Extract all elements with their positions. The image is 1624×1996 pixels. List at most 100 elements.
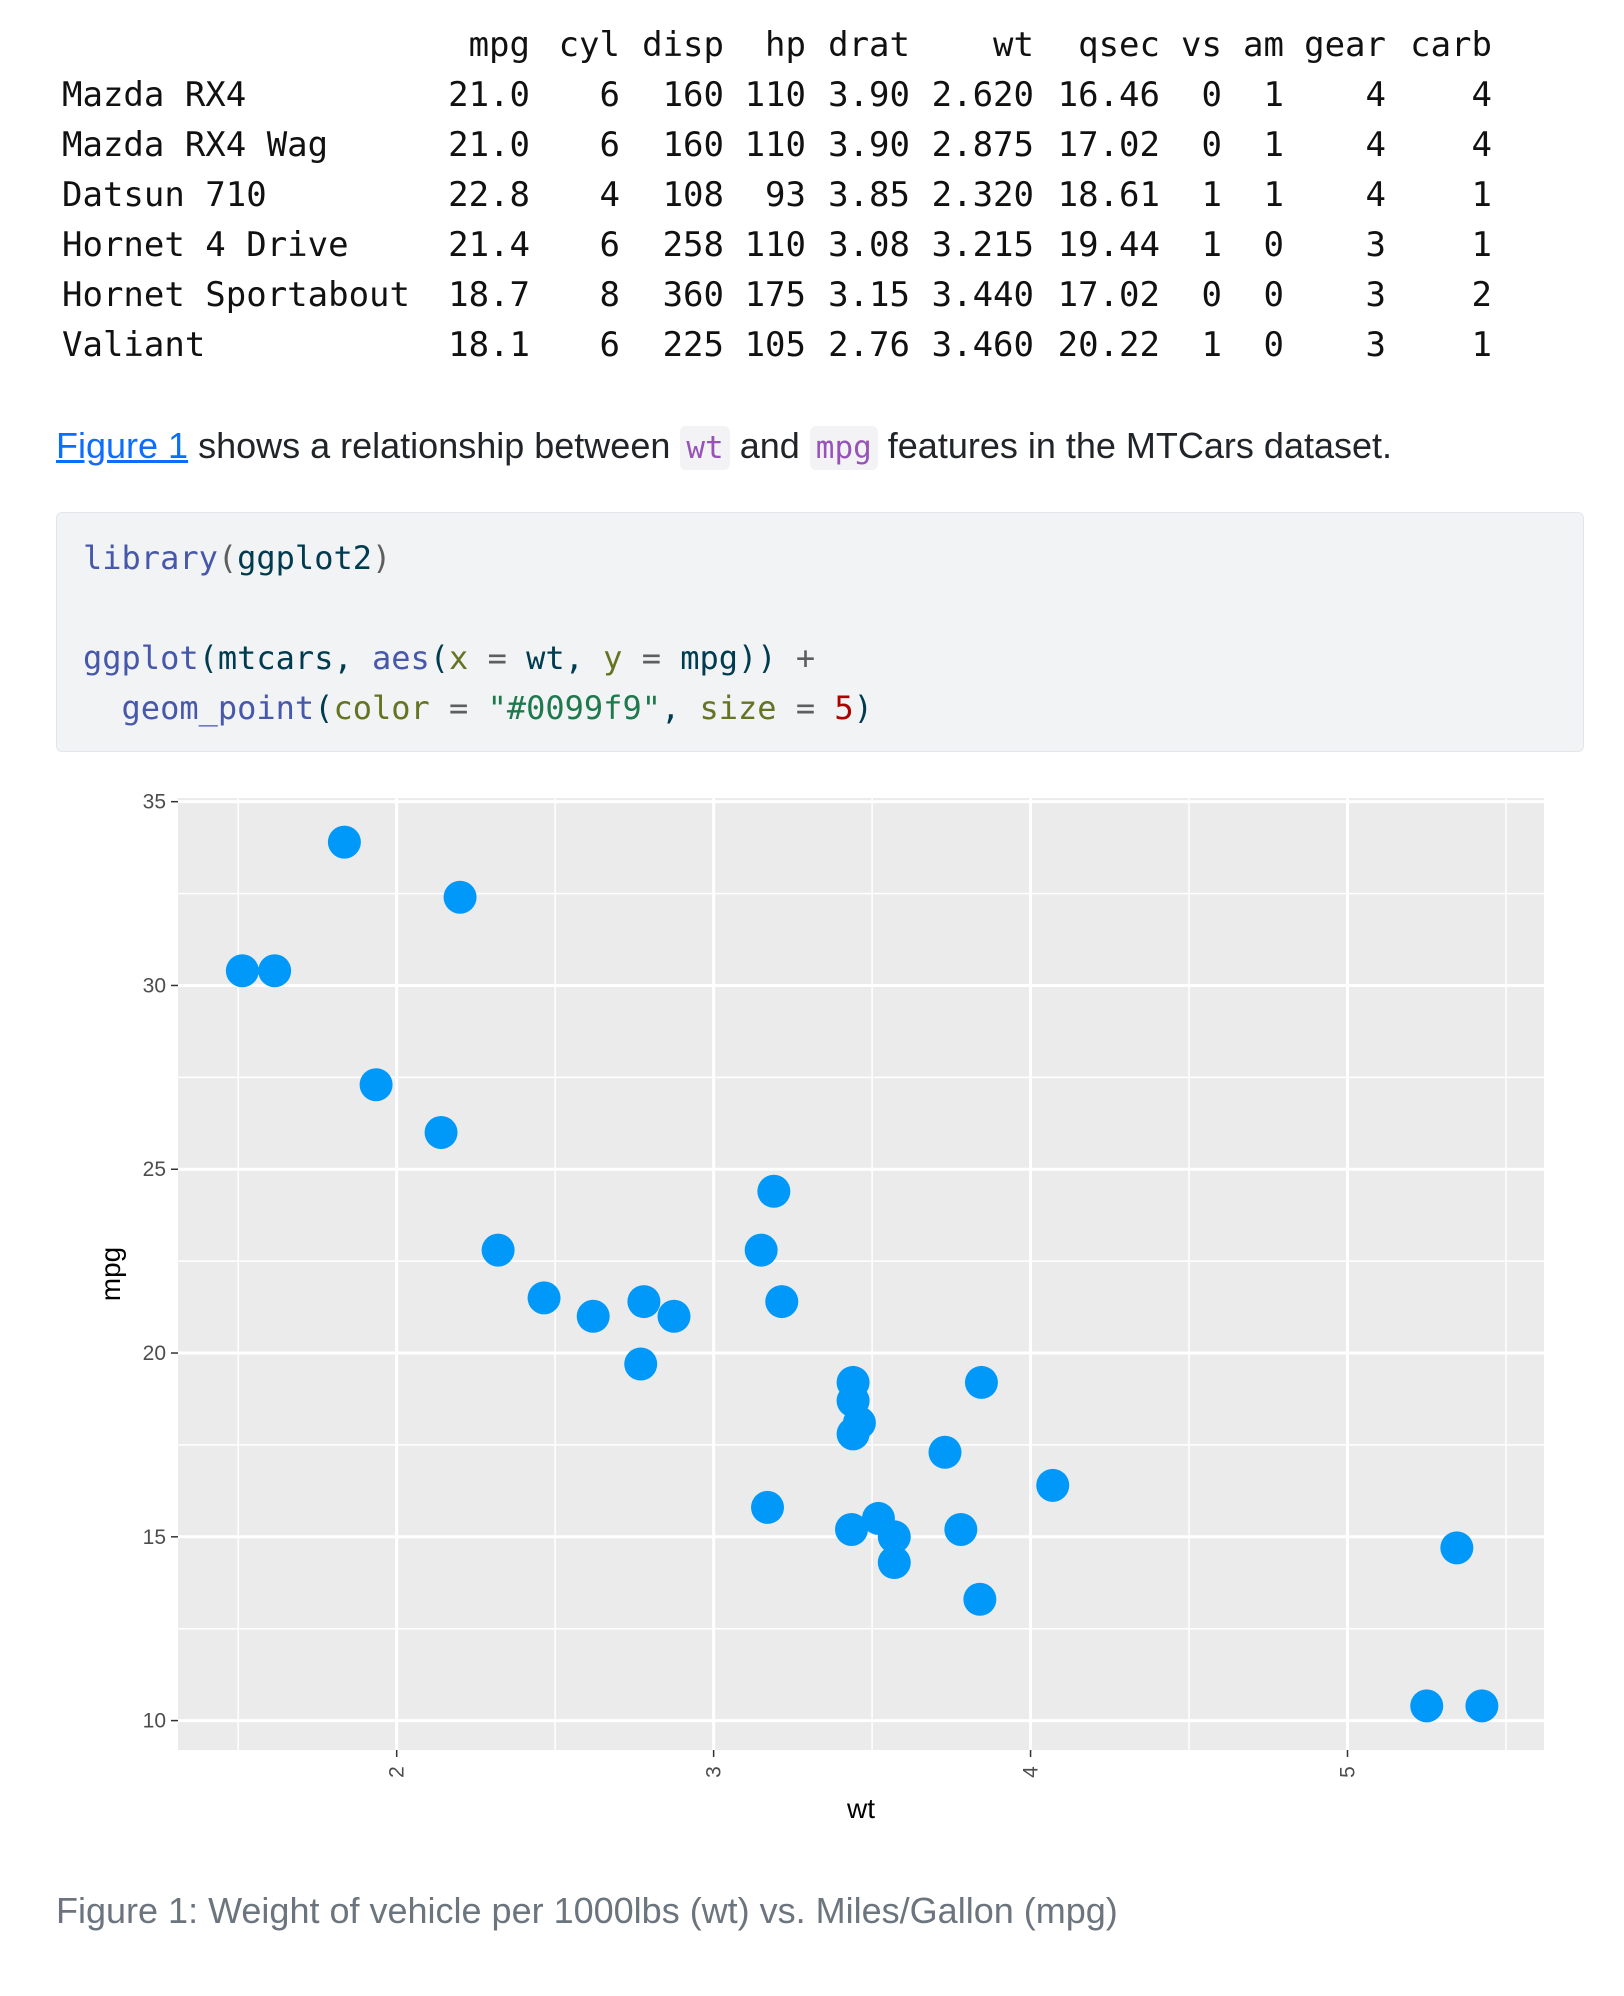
data-point [624, 1347, 658, 1381]
table-cell: 1 [1263, 125, 1284, 165]
code-token: color [333, 689, 430, 727]
data-point [928, 1435, 962, 1469]
data-point [359, 1068, 393, 1102]
code-token: ) [853, 689, 873, 727]
table-cell: 225 [662, 325, 724, 365]
y-axis: 10 15 20 25 30 35 [143, 791, 178, 1733]
y-axis-title: mpg [95, 1247, 126, 1301]
column-header: qsec [1078, 25, 1160, 65]
table-cell: 3.15 [828, 275, 910, 315]
table-cell: 21.0 [448, 75, 530, 115]
table-cell: 3.08 [828, 225, 910, 265]
table-cell: 2 [1471, 275, 1492, 315]
table-cell: 2.76 [828, 325, 910, 365]
table-cell: 3.215 [931, 225, 1034, 265]
table-cell: 4 [1365, 125, 1386, 165]
paragraph-text: and [729, 425, 810, 466]
data-point [963, 1582, 997, 1616]
code-token: ( [429, 639, 450, 677]
row-name: Valiant [62, 325, 206, 365]
table-cell: 4 [1471, 125, 1492, 165]
code-line-1: library(ggplot2) [83, 539, 391, 577]
data-point [1440, 1531, 1474, 1565]
table-cell: 6 [599, 325, 620, 365]
data-point [834, 1512, 868, 1546]
figure-description-paragraph: Figure 1 shows a relationship between wt… [56, 418, 1392, 476]
data-point [964, 1365, 998, 1399]
table-cell: 6 [599, 75, 620, 115]
code-token: ( [314, 689, 334, 727]
code-token: ) [371, 539, 392, 577]
table-row: Datsun 710 22.8 4 108 93 3.85 2.320 18.61 1 1 4 1 [62, 170, 1492, 220]
table-cell: 2.620 [931, 75, 1034, 115]
inline-code-mpg: mpg [809, 426, 878, 470]
table-cell: 4 [1365, 75, 1386, 115]
column-header: carb [1410, 25, 1492, 65]
data-point [443, 880, 477, 914]
table-cell: 17.02 [1057, 125, 1160, 165]
table-cell: 4 [599, 175, 620, 215]
table-cell: 1 [1471, 175, 1492, 215]
table-cell: 18.1 [448, 325, 530, 365]
table-cell: 17.02 [1057, 275, 1160, 315]
table-cell: 93 [765, 175, 806, 215]
code-token: mpg [680, 639, 739, 677]
data-point [751, 1490, 785, 1524]
code-token: size [699, 689, 777, 727]
data-point [1036, 1468, 1070, 1502]
table-cell: 21.0 [448, 125, 530, 165]
table-cell: 1 [1201, 325, 1222, 365]
table-cell: 3 [1365, 275, 1386, 315]
row-name: Hornet 4 Drive [62, 225, 349, 265]
code-line-3: ggplot(mtcars, aes(x = wt, y = mpg)) + [83, 639, 815, 677]
code-token: ( [217, 539, 238, 577]
table-cell: 108 [662, 175, 724, 215]
table-cell: 0 [1263, 325, 1284, 365]
table-cell: 3.90 [828, 125, 910, 165]
x-tick-label: 2 [386, 1766, 409, 1778]
row-name: Hornet Sportabout [62, 275, 410, 315]
table-cell: 110 [744, 225, 806, 265]
table-cell: 258 [662, 225, 724, 265]
code-block[interactable]: library(ggplot2) ggplot(mtcars, aes(x = … [56, 512, 1584, 752]
minor-grid [178, 798, 1544, 1750]
code-token: library [83, 539, 218, 577]
table-row: Hornet Sportabout 18.7 8 360 175 3.15 3.440 17.… [62, 270, 1492, 320]
scatter-chart: 2 3 4 5 10 15 20 25 30 35 wt mpg [95, 791, 1544, 1824]
paragraph-text: features in the MTCars dataset. [877, 425, 1393, 466]
paragraph-text: shows a relationship between [188, 425, 681, 466]
code-token: + [795, 639, 816, 677]
inline-code-wt: wt [680, 426, 730, 470]
table-cell: 160 [662, 75, 724, 115]
column-header: disp [642, 25, 724, 65]
table-cell: 2.320 [931, 175, 1034, 215]
code-token: ggplot2 [237, 539, 372, 577]
code-token: , [564, 639, 604, 677]
data-point [765, 1285, 799, 1319]
code-token: = [622, 639, 681, 677]
table-cell: 0 [1201, 125, 1222, 165]
row-name-header [62, 20, 434, 70]
figure-caption: Figure 1: Weight of vehicle per 1000lbs … [56, 1890, 1118, 1931]
data-point [836, 1417, 870, 1451]
table-cell: 8 [599, 275, 620, 315]
table-cell: 6 [599, 225, 620, 265]
code-token: = [429, 689, 488, 727]
code-token: x [449, 639, 469, 677]
code-token: = [468, 639, 527, 677]
code-token: , [660, 689, 700, 727]
x-axis: 2 3 4 5 [386, 1750, 1359, 1778]
code-token: ggplot [83, 639, 199, 677]
table-cell: 1 [1471, 325, 1492, 365]
table-cell: 1 [1263, 75, 1284, 115]
data-table: mpg cyl disp hp drat wt qsec vs am gear … [62, 20, 1492, 370]
table-cell: 21.4 [448, 225, 530, 265]
figure-1-link[interactable]: Figure 1 [56, 425, 189, 466]
y-tick-label: 10 [143, 1710, 166, 1733]
code-content: library(ggplot2) ggplot(mtcars, aes(x = … [83, 533, 873, 733]
table-cell: 3.460 [931, 325, 1034, 365]
data-point [627, 1285, 661, 1319]
x-tick-label: 4 [1020, 1766, 1043, 1778]
table-cell: 20.22 [1057, 325, 1160, 365]
data-point [424, 1115, 458, 1149]
